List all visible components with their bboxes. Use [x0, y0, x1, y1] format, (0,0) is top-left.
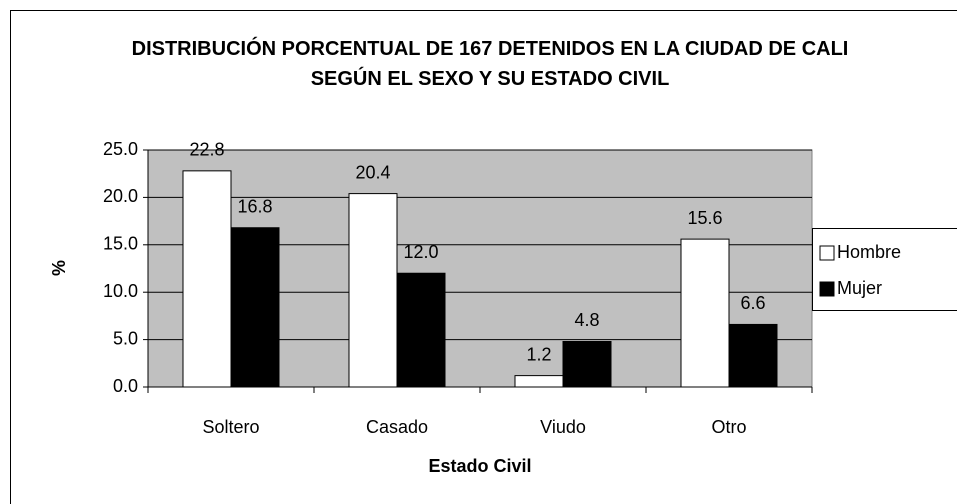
- y-tick-label: 0.0: [113, 376, 138, 396]
- value-label: 16.8: [237, 196, 272, 216]
- legend-label: Mujer: [837, 278, 882, 298]
- value-label: 15.6: [687, 208, 722, 228]
- y-tick-label: 5.0: [113, 328, 138, 348]
- bar: [562, 340, 612, 388]
- x-tick-label: Viudo: [540, 417, 586, 437]
- legend-swatch: [819, 245, 835, 261]
- legend-box: [812, 228, 957, 311]
- value-label: 22.8: [189, 140, 224, 160]
- bar: [348, 193, 398, 388]
- legend-label: Hombre: [837, 242, 901, 262]
- x-tick-label: Otro: [711, 417, 746, 437]
- x-tick-label: Soltero: [202, 417, 259, 437]
- bar: [182, 170, 232, 388]
- y-tick-label: 10.0: [103, 281, 138, 301]
- bar: [728, 323, 778, 388]
- value-label: 1.2: [526, 344, 551, 364]
- bar: [680, 238, 730, 388]
- x-axis-label: Estado Civil: [428, 456, 531, 476]
- bar: [230, 227, 280, 388]
- chart-title: DISTRIBUCIÓN PORCENTUAL DE 167 DETENIDOS…: [131, 38, 849, 90]
- y-tick-label: 20.0: [103, 186, 138, 206]
- value-label: 4.8: [574, 310, 599, 330]
- chart-border: [10, 10, 957, 504]
- bar: [514, 375, 564, 388]
- value-label: 6.6: [740, 293, 765, 313]
- bar: [396, 272, 446, 388]
- x-tick-label: Casado: [366, 417, 428, 437]
- y-tick-label: 15.0: [103, 234, 138, 254]
- value-label: 20.4: [355, 162, 390, 182]
- y-tick-label: 25.0: [103, 139, 138, 159]
- value-label: 12.0: [403, 242, 438, 262]
- legend-swatch: [819, 281, 835, 297]
- y-axis-label: %: [49, 260, 69, 276]
